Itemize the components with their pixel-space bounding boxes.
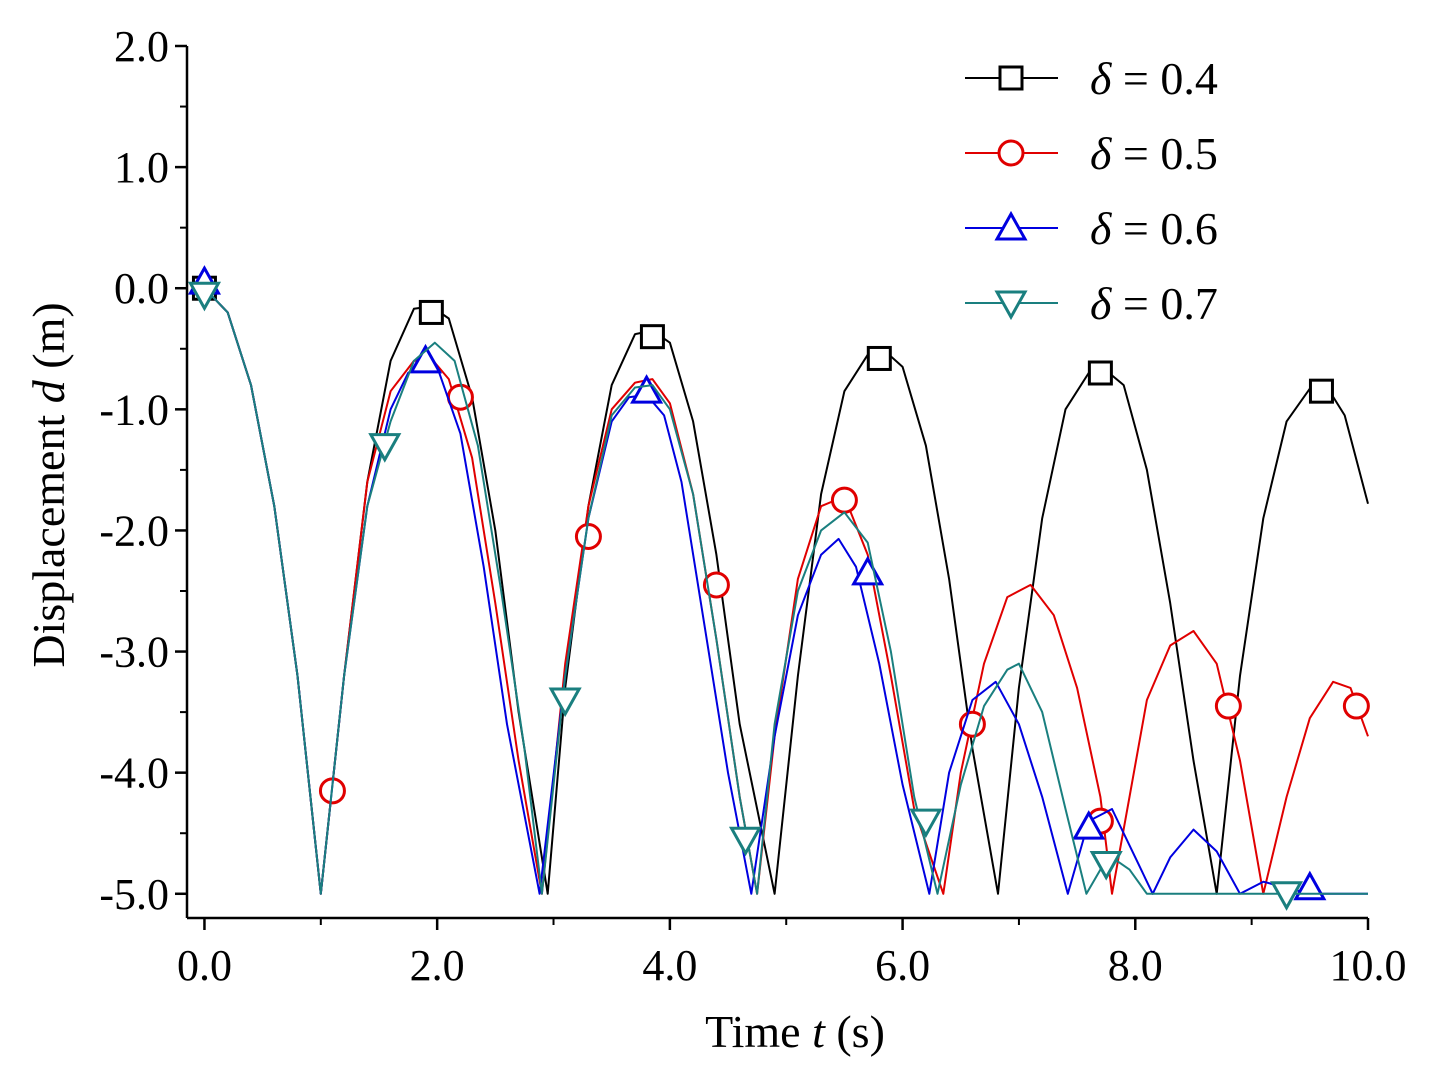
y-tick-label: -5.0: [99, 870, 169, 919]
series-marker: [418, 299, 444, 325]
series-marker: [1089, 851, 1123, 881]
y-tick-label: 2.0: [114, 22, 169, 71]
legend-symbol: δ: [1090, 53, 1112, 104]
legend-item: δ = 0.4: [965, 53, 1218, 104]
x-tick-label: 2.0: [410, 941, 465, 990]
series-marker: [630, 374, 664, 404]
legend-value: = 0.6: [1111, 203, 1217, 254]
x-tick-label: 0.0: [177, 941, 232, 990]
series-group: [191, 275, 1369, 895]
x-axis-title: Time t (s): [705, 1006, 885, 1057]
legend-symbol: δ: [1090, 128, 1112, 179]
x-tick-label: 10.0: [1330, 941, 1407, 990]
series-group: [187, 265, 1368, 901]
series-marker: [1072, 810, 1106, 840]
series-marker: [1308, 378, 1334, 404]
series-marker: [866, 345, 892, 371]
x-axis-title-suffix: (s): [825, 1006, 885, 1057]
legend-value: = 0.7: [1111, 278, 1217, 329]
series-marker: [639, 324, 665, 350]
series-group: [187, 281, 1368, 911]
series-marker: [1214, 692, 1242, 720]
series-marker: [1087, 360, 1113, 386]
series-marker: [187, 281, 222, 312]
series-marker: [1269, 881, 1304, 911]
x-axis-title-prefix: Time: [705, 1006, 812, 1057]
series-marker: [728, 826, 763, 857]
y-tick-label: 0.0: [114, 264, 169, 313]
y-tick-label: -4.0: [99, 749, 169, 798]
series-group: [203, 287, 1370, 895]
legend-label: δ = 0.6: [1090, 203, 1218, 254]
y-tick-label: -3.0: [99, 628, 169, 677]
y-axis-title-suffix: (m): [23, 302, 74, 380]
series-marker: [574, 523, 602, 550]
x-tick-label: 4.0: [642, 941, 697, 990]
series-marker: [909, 808, 943, 839]
legend-label: δ = 0.4: [1090, 53, 1218, 104]
legend-marker: [998, 65, 1024, 91]
x-tick-label: 6.0: [875, 941, 930, 990]
legend-symbol: δ: [1090, 203, 1112, 254]
axes-layer: 0.0 2.0 4.0 6.0 8.0 10.0 2.0 1.0 0.0 -1.0 -2.0 -3.0…: [99, 22, 1406, 990]
legend-value: = 0.4: [1111, 53, 1217, 104]
legend-marker: [997, 139, 1025, 167]
series-line: [203, 287, 1368, 895]
series-marker: [702, 571, 730, 599]
legend-symbol: δ: [1090, 278, 1112, 329]
y-axis-title-var: d: [23, 379, 74, 403]
series-marker: [830, 486, 858, 514]
legend-label: δ = 0.7: [1090, 278, 1218, 329]
legend-label: δ = 0.5: [1090, 128, 1218, 179]
series-line: [203, 287, 1369, 895]
x-tick-label: 8.0: [1108, 941, 1163, 990]
series-line: [203, 287, 1368, 895]
series-marker: [1293, 870, 1327, 901]
legend-marker: [994, 290, 1028, 321]
series-marker: [368, 433, 402, 463]
legend: δ = 0.4δ = 0.5δ = 0.6δ = 0.7: [965, 53, 1218, 329]
y-axis-title-prefix: Displacement: [23, 403, 74, 667]
series-marker: [408, 343, 443, 374]
x-axis-title-var: t: [812, 1006, 826, 1057]
y-tick-label: -1.0: [99, 385, 169, 434]
legend-value: = 0.5: [1111, 128, 1217, 179]
y-tick-label: 1.0: [114, 143, 169, 192]
series-marker: [548, 687, 582, 718]
series-line: [203, 287, 1369, 895]
legend-item: δ = 0.7: [965, 278, 1218, 329]
series-marker: [446, 383, 474, 411]
legend-marker: [994, 210, 1028, 241]
y-tick-label: -2.0: [99, 506, 169, 555]
y-axis-title: Displacement d (m): [23, 302, 74, 667]
legend-item: δ = 0.5: [965, 128, 1218, 179]
series-layer: [187, 265, 1370, 911]
series-marker: [1342, 692, 1370, 720]
legend-item: δ = 0.6: [965, 203, 1218, 254]
